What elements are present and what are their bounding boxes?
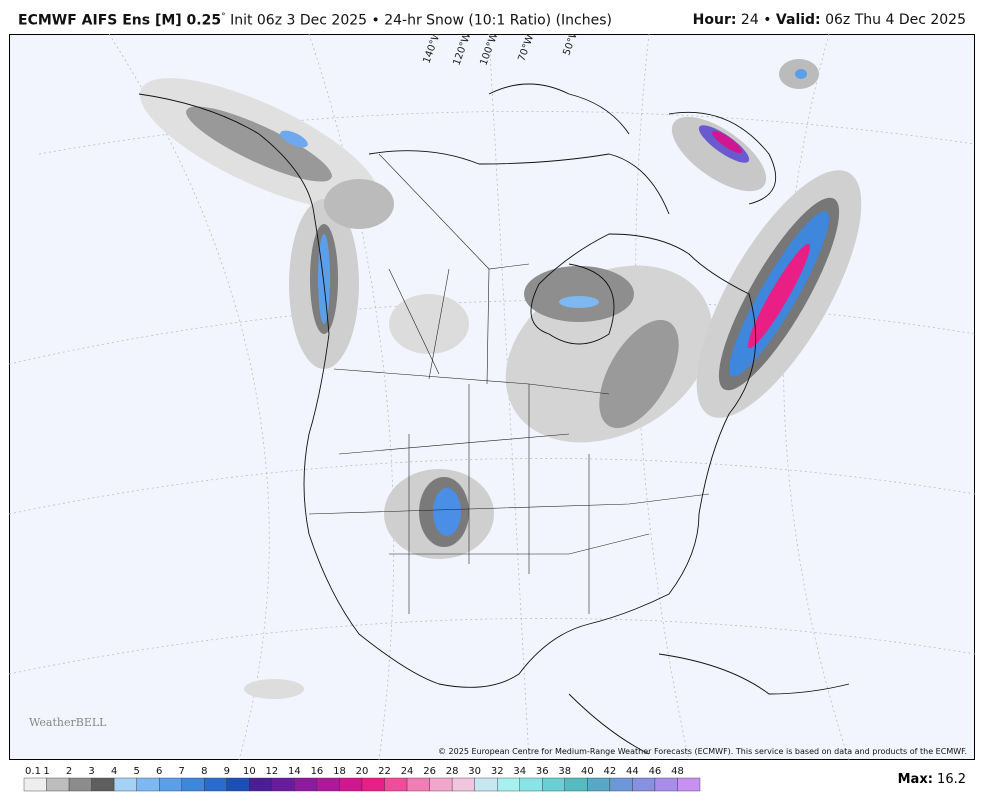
valid-info: Hour: 24 • Valid: 06z Thu 4 Dec 2025 — [693, 12, 966, 28]
color-swatch — [294, 777, 318, 792]
color-swatch — [406, 777, 430, 792]
snow — [139, 59, 862, 699]
level-label: 18 — [333, 766, 346, 777]
graticule — [9, 34, 975, 760]
max: Max: 16.2 — [898, 772, 966, 787]
level-label: 3 — [88, 766, 94, 777]
level-label: 32 — [491, 766, 504, 777]
color-swatch — [46, 777, 70, 792]
color-swatch — [158, 777, 182, 792]
color-swatch — [497, 777, 520, 792]
title: ECMWF AIFS Ens [M] 0.25° Init 06z 3 Dec … — [18, 12, 612, 29]
level-label: 4 — [111, 766, 117, 777]
level-label: 28 — [446, 766, 459, 777]
level-label: 16 — [311, 766, 324, 777]
color-swatch — [451, 777, 475, 792]
color-swatch — [181, 777, 205, 792]
color-swatch — [429, 777, 453, 792]
color-swatch — [68, 777, 92, 792]
level-label: 10 — [243, 766, 256, 777]
max-value: 16.2 — [937, 772, 966, 787]
level-label: 9 — [224, 766, 230, 777]
color-swatch — [384, 777, 408, 792]
level-label: 46 — [649, 766, 662, 777]
color-swatch — [654, 777, 678, 792]
header: ECMWF AIFS Ens [M] 0.25° Init 06z 3 Dec … — [0, 0, 984, 34]
color-swatch — [113, 777, 137, 792]
level-label: 0.1 — [25, 766, 41, 777]
level-label: 34 — [513, 766, 526, 777]
hour: 24 — [740, 12, 759, 28]
logo: WeatherBELL — [29, 716, 107, 729]
level-label: 1 — [43, 766, 49, 777]
color-swatch — [677, 777, 701, 792]
color-swatch — [587, 777, 611, 792]
level-label: 36 — [536, 766, 549, 777]
level-label: 26 — [423, 766, 436, 777]
coastlines — [138, 83, 850, 755]
borders — [308, 153, 710, 614]
color-swatch — [632, 777, 656, 792]
color-swatch — [249, 777, 273, 792]
color-swatch — [316, 777, 340, 792]
separator: • — [371, 12, 380, 29]
color-swatch — [23, 777, 47, 792]
color-swatch — [136, 777, 160, 792]
product: 24-hr Snow (10:1 Ratio) (Inches) — [384, 12, 612, 29]
hour-label: Hour: — [692, 12, 737, 28]
color-swatch — [204, 777, 227, 792]
level-label: 22 — [378, 766, 391, 777]
level-label: 20 — [356, 766, 369, 777]
degree: ° — [221, 12, 226, 22]
level-label: 24 — [401, 766, 414, 777]
level-label: 12 — [265, 766, 278, 777]
level-label: 8 — [201, 766, 207, 777]
level-label: 14 — [288, 766, 301, 777]
init: Init 06z 3 Dec 2025 — [230, 12, 368, 29]
separator: • — [763, 12, 772, 28]
level-label: 44 — [626, 766, 639, 777]
level-label: 5 — [133, 766, 139, 777]
color-swatch — [271, 777, 295, 792]
color-swatch — [474, 777, 498, 792]
color-swatch — [519, 777, 543, 792]
map: 140°W 120°W 100°W 70°W 50°W WeatherBELL © 20… — [9, 34, 975, 760]
color-swatch — [361, 777, 385, 792]
level-label: 40 — [581, 766, 594, 777]
color-swatch — [609, 777, 633, 792]
level-label: 2 — [66, 766, 72, 777]
color-swatch — [339, 777, 363, 792]
credit: © 2025 European Centre for Medium-Range … — [438, 747, 967, 756]
map-frame — [9, 34, 975, 760]
color-swatch — [564, 777, 588, 792]
color-swatch — [91, 777, 115, 792]
colorbar: 0.1 1 2 3 4 5 6 7 8 9 10 12 14 16 18 20 22 24 26 28 30 32 34 36… — [23, 766, 701, 792]
model: ECMWF AIFS Ens [M] 0.25 — [18, 12, 222, 29]
color-swatch — [226, 777, 250, 792]
level-label: 48 — [671, 766, 684, 777]
level-label: 7 — [179, 766, 185, 777]
valid: 06z Thu 4 Dec 2025 — [825, 12, 966, 28]
level-label: 38 — [558, 766, 571, 777]
level-label: 42 — [603, 766, 616, 777]
max-label: Max: — [897, 772, 933, 787]
color-swatch — [542, 777, 565, 792]
level-label: 6 — [156, 766, 162, 777]
level-label: 30 — [468, 766, 481, 777]
valid-label: Valid: — [775, 12, 821, 28]
